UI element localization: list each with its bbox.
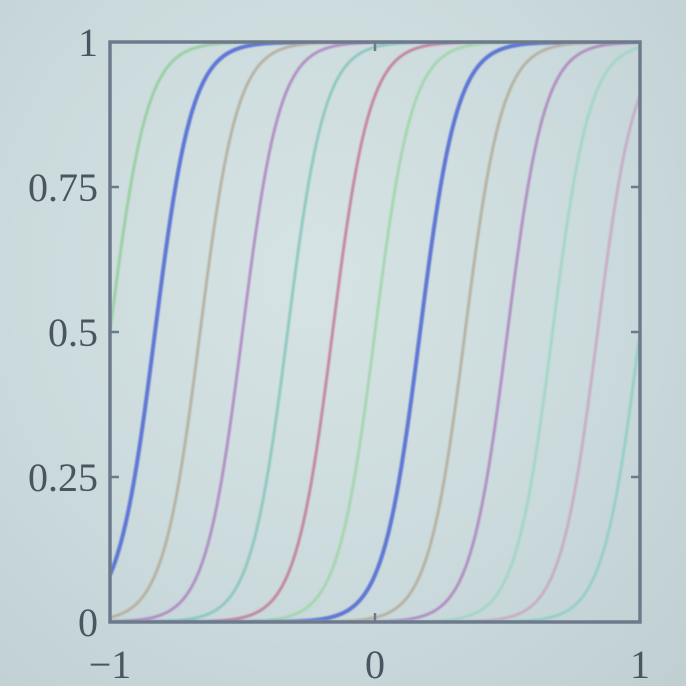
x-tick-label-0: −1 xyxy=(89,642,132,686)
tick-labels: 00.250.50.751−1 0 1 xyxy=(28,20,650,686)
x-tick-label-1: 0 xyxy=(365,642,385,686)
sigmoid-curve-1 xyxy=(110,42,640,333)
y-tick-label-2: 0.5 xyxy=(48,310,98,355)
sigmoid-curve-12 xyxy=(110,95,640,622)
curves-group xyxy=(110,42,640,622)
y-tick-label-3: 0.75 xyxy=(28,165,98,210)
x-tick-label-2: 1 xyxy=(630,642,650,686)
y-tick-label-4: 1 xyxy=(78,20,98,65)
y-tick-label-0: 0 xyxy=(78,600,98,645)
sigmoid-curve-2 xyxy=(110,42,640,576)
y-tick-label-1: 0.25 xyxy=(28,455,98,500)
sigmoid-curve-13 xyxy=(110,331,640,622)
sigmoid-curve-7 xyxy=(110,42,640,622)
tick-marks xyxy=(108,40,642,624)
